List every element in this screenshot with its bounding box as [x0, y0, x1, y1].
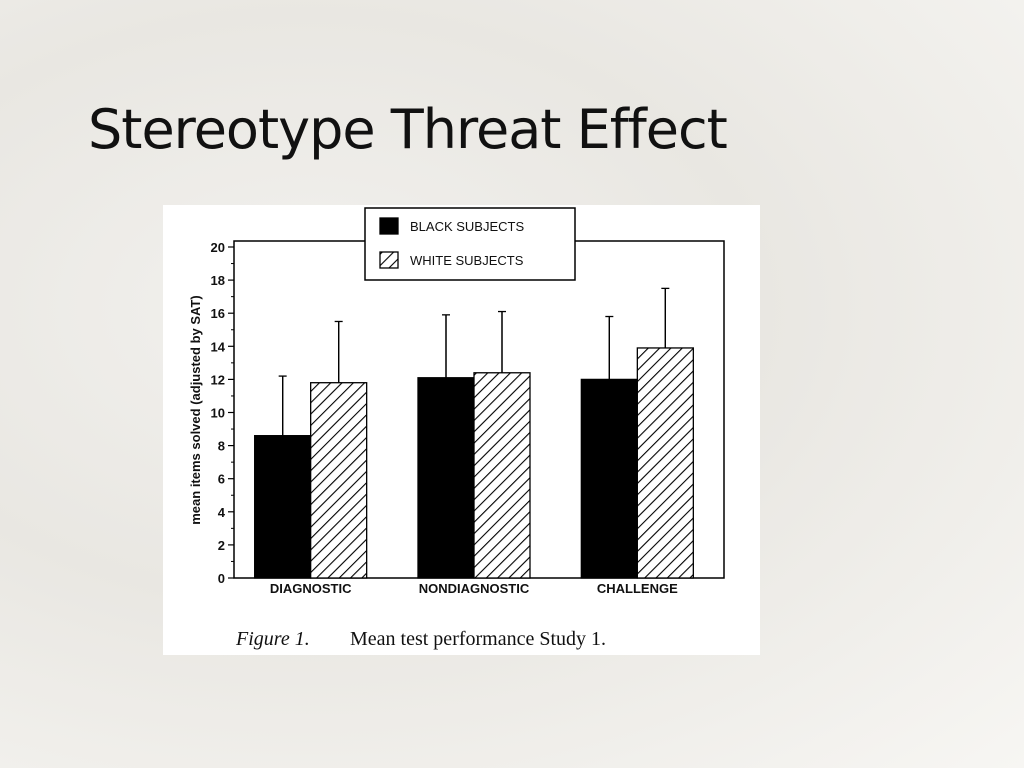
legend-label: BLACK SUBJECTS — [410, 219, 524, 234]
y-tick-label: 2 — [218, 538, 225, 553]
x-tick-label: DIAGNOSTIC — [270, 581, 352, 596]
legend-label: WHITE SUBJECTS — [410, 253, 524, 268]
y-tick-label: 18 — [211, 273, 225, 288]
bar — [580, 378, 638, 579]
legend-swatch — [379, 251, 399, 269]
bar — [417, 377, 475, 579]
y-axis-label: mean items solved (adjusted by SAT) — [188, 295, 203, 524]
y-tick-label: 6 — [218, 472, 225, 487]
x-tick-label: CHALLENGE — [597, 581, 678, 596]
legend-box — [364, 207, 576, 281]
y-tick-label: 8 — [218, 439, 225, 454]
bar — [310, 382, 368, 579]
bar — [473, 372, 531, 579]
caption: Mean test performance Study 1. — [350, 628, 606, 650]
y-tick-label: 20 — [211, 240, 225, 255]
y-tick-label: 0 — [218, 571, 225, 586]
y-tick-label: 4 — [218, 505, 226, 520]
legend-swatch — [379, 217, 399, 235]
caption-label: Figure 1. — [235, 628, 310, 650]
y-tick-label: 12 — [211, 372, 225, 387]
x-tick-label: NONDIAGNOSTIC — [419, 581, 530, 596]
bar — [254, 435, 312, 579]
bar — [636, 347, 694, 579]
y-tick-label: 14 — [211, 339, 226, 354]
y-tick-label: 10 — [211, 406, 225, 421]
y-tick-label: 16 — [211, 306, 225, 321]
slide-title: Stereotype Threat Effect — [88, 98, 728, 161]
